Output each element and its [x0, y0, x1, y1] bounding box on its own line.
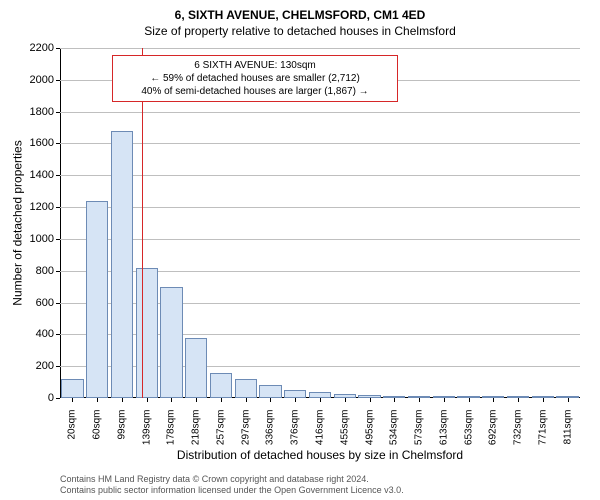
y-axis	[60, 48, 61, 398]
ytick-label: 200	[4, 360, 54, 372]
ytick-mark	[56, 143, 60, 144]
title-line1: 6, SIXTH AVENUE, CHELMSFORD, CM1 4ED	[0, 0, 600, 22]
xtick-mark	[469, 398, 470, 402]
bar	[259, 385, 281, 398]
xtick-mark	[295, 398, 296, 402]
x-axis-label: Distribution of detached houses by size …	[60, 448, 580, 462]
bar	[61, 379, 83, 398]
ytick-label: 1000	[4, 233, 54, 245]
xtick-mark	[444, 398, 445, 402]
ytick-label: 2200	[4, 42, 54, 54]
xtick-mark	[171, 398, 172, 402]
ytick-mark	[56, 207, 60, 208]
xtick-mark	[72, 398, 73, 402]
bar	[136, 268, 158, 398]
xtick-mark	[370, 398, 371, 402]
annotation-line3: 40% of semi-detached houses are larger (…	[119, 85, 391, 98]
gridline	[60, 143, 580, 144]
gridline	[60, 48, 580, 49]
ytick-mark	[56, 271, 60, 272]
ytick-mark	[56, 398, 60, 399]
ytick-label: 1800	[4, 106, 54, 118]
annotation-box: 6 SIXTH AVENUE: 130sqm ← 59% of detached…	[112, 55, 398, 102]
xtick-mark	[543, 398, 544, 402]
ytick-mark	[56, 112, 60, 113]
xtick-mark	[568, 398, 569, 402]
xtick-mark	[345, 398, 346, 402]
ytick-label: 0	[4, 392, 54, 404]
xtick-mark	[221, 398, 222, 402]
ytick-mark	[56, 48, 60, 49]
bar	[284, 390, 306, 398]
ytick-label: 1400	[4, 169, 54, 181]
bar	[235, 379, 257, 398]
ytick-mark	[56, 239, 60, 240]
bar	[160, 287, 182, 398]
bar	[86, 201, 108, 398]
annotation-line1: 6 SIXTH AVENUE: 130sqm	[119, 59, 391, 72]
chart-area: 0200400600800100012001400160018002000220…	[60, 48, 580, 398]
xtick-mark	[518, 398, 519, 402]
xtick-mark	[122, 398, 123, 402]
ytick-label: 800	[4, 265, 54, 277]
xtick-mark	[320, 398, 321, 402]
gridline	[60, 207, 580, 208]
ytick-label: 1600	[4, 137, 54, 149]
xtick-mark	[394, 398, 395, 402]
ytick-mark	[56, 303, 60, 304]
bar	[210, 373, 232, 398]
y-axis-label-wrap: Number of detached properties	[10, 48, 26, 398]
ytick-mark	[56, 334, 60, 335]
xtick-mark	[493, 398, 494, 402]
ytick-mark	[56, 366, 60, 367]
ytick-label: 2000	[4, 74, 54, 86]
footer-line1: Contains HM Land Registry data © Crown c…	[60, 474, 580, 485]
gridline	[60, 239, 580, 240]
title-line2: Size of property relative to detached ho…	[0, 22, 600, 44]
xtick-mark	[419, 398, 420, 402]
ytick-label: 600	[4, 297, 54, 309]
bar	[111, 131, 133, 398]
xtick-mark	[97, 398, 98, 402]
bar	[185, 338, 207, 398]
footer: Contains HM Land Registry data © Crown c…	[60, 474, 580, 497]
xtick-mark	[246, 398, 247, 402]
ytick-label: 400	[4, 328, 54, 340]
gridline	[60, 112, 580, 113]
y-axis-label: Number of detached properties	[11, 140, 25, 305]
xtick-mark	[196, 398, 197, 402]
xtick-mark	[270, 398, 271, 402]
ytick-mark	[56, 175, 60, 176]
xtick-mark	[147, 398, 148, 402]
annotation-line2: ← 59% of detached houses are smaller (2,…	[119, 72, 391, 85]
gridline	[60, 175, 580, 176]
ytick-label: 1200	[4, 201, 54, 213]
footer-line2: Contains public sector information licen…	[60, 485, 580, 496]
ytick-mark	[56, 80, 60, 81]
